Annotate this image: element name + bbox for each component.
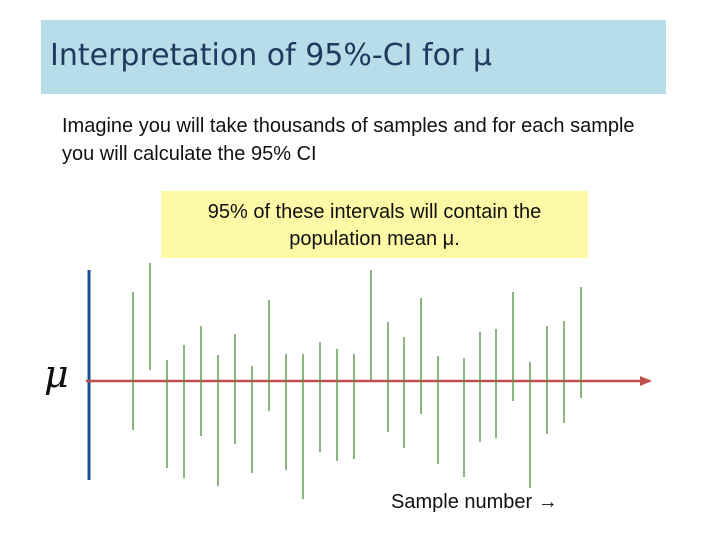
x-axis-label: Sample number →: [391, 491, 558, 513]
title-banner: Interpretation of 95%-CI for μ: [41, 20, 666, 94]
callout-box: 95% of these intervals will contain the …: [161, 191, 588, 258]
callout-text: 95% of these intervals will contain the …: [161, 199, 588, 253]
callout-line-1: 95% of these intervals will contain the: [207, 201, 542, 223]
callout-line-2: population mean μ.: [289, 228, 460, 250]
interval-lines: [132, 263, 582, 499]
intro-text: Imagine you will take thousands of sampl…: [62, 115, 635, 165]
page-title: Interpretation of 95%-CI for μ: [50, 38, 492, 73]
mu-label: μ: [44, 352, 69, 396]
